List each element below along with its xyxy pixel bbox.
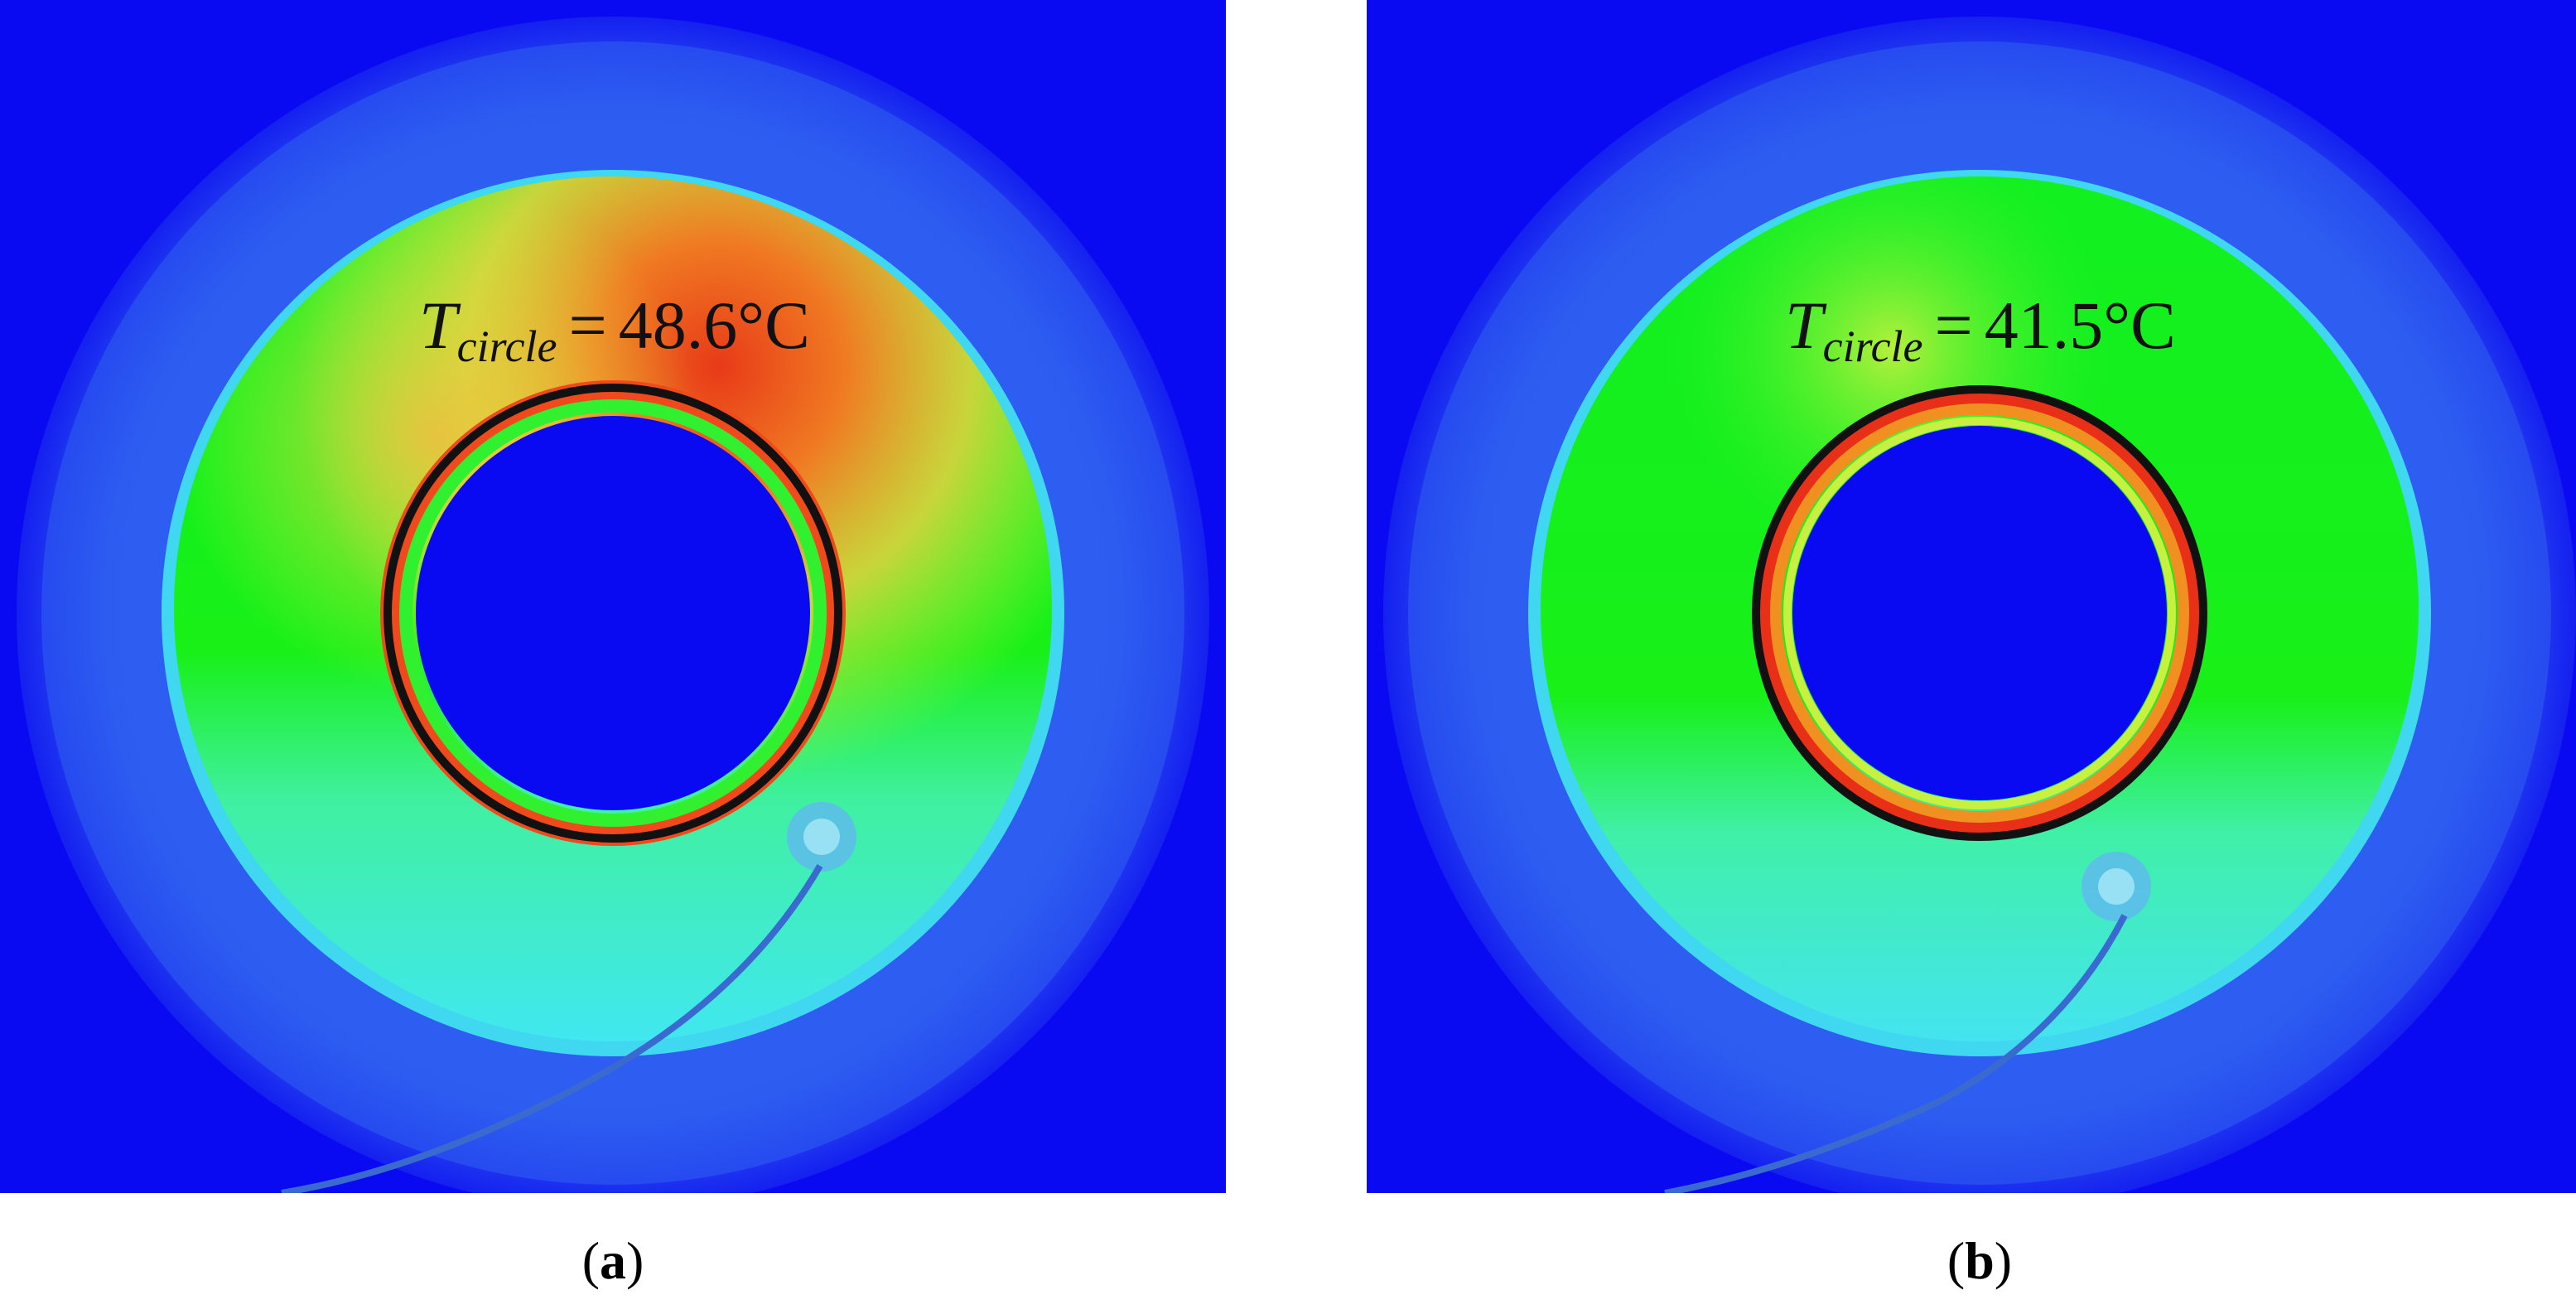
thermal-panel-b: Tcircle = 41.5°C (b) (1367, 0, 2576, 1314)
cable-b (1664, 914, 2128, 1193)
cable-a (281, 863, 823, 1193)
inner-hole-b (1792, 426, 2167, 800)
panel-caption-a: (a) (581, 1231, 644, 1290)
thermal-panel-a: Tcircle = 48.6°C (a) (0, 0, 1226, 1314)
temp-subscript: circle (456, 321, 557, 371)
temp-symbol: T (419, 287, 457, 363)
temp-equals: = (1934, 287, 1973, 363)
temperature-label-b: Tcircle = 41.5°C (1785, 292, 2176, 370)
temp-symbol: T (1785, 287, 1823, 363)
temp-value: 41.5°C (1984, 287, 2176, 363)
inner-hole-a (416, 416, 810, 810)
temp-equals: = (568, 287, 607, 363)
panel-caption-b: (b) (1946, 1231, 2013, 1290)
temperature-label-a: Tcircle = 48.6°C (419, 292, 810, 370)
ring-outline-b (1752, 385, 2207, 841)
ring-outline-a (384, 384, 842, 843)
temp-value: 48.6°C (618, 287, 810, 363)
thermal-image-a (0, 0, 1226, 1193)
thermal-image-b (1367, 0, 2576, 1193)
hot-ring-band-b (1754, 388, 2205, 838)
temp-subscript: circle (1822, 321, 1923, 371)
